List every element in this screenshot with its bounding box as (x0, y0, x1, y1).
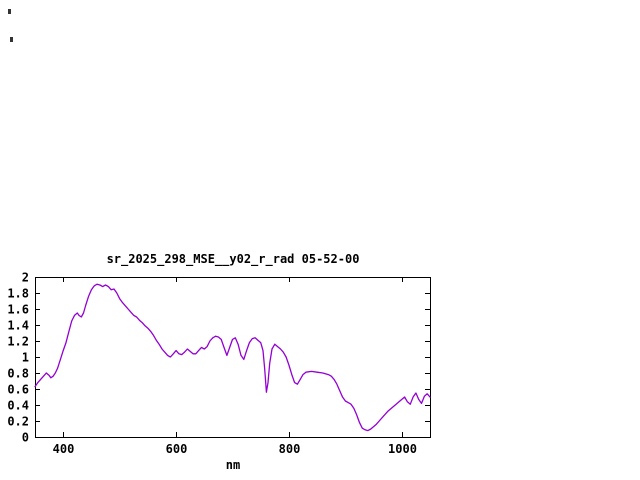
x-tick-label: 1000 (388, 442, 417, 456)
y-tick-label: 0.6 (7, 383, 29, 397)
x-tick-label: 800 (279, 442, 301, 456)
y-tick-label: 1.8 (7, 287, 29, 301)
x-tick-label: 600 (166, 442, 188, 456)
y-tick-label: 0.8 (7, 367, 29, 381)
y-tick-label: 2 (22, 271, 29, 285)
chart-axes (35, 277, 431, 438)
y-tick-label: 1.6 (7, 303, 29, 317)
y-tick-label: 0 (22, 431, 29, 445)
y-tick-label: 0.4 (7, 399, 29, 413)
chart-line-series (34, 283, 431, 432)
y-tick-label: 1.2 (7, 335, 29, 349)
chart-title: sr_2025_298_MSE__y02_r_rad 05-52-00 (107, 252, 360, 267)
x-axis-label: nm (226, 458, 240, 472)
y-tick-label: 1.4 (7, 319, 29, 333)
y-tick-label: 0.2 (7, 415, 29, 429)
x-tick-label: 400 (53, 442, 75, 456)
chart-tick-labels: 400 600 800 1000 0 0.2 0.4 0.6 0.8 1 1.2 1.4 1.6 1.8 2 (7, 271, 417, 457)
y-tick-label: 1 (22, 351, 29, 365)
screen-artifact (10, 37, 13, 42)
spectrum-curve (34, 283, 431, 432)
screen-artifact (8, 9, 11, 14)
